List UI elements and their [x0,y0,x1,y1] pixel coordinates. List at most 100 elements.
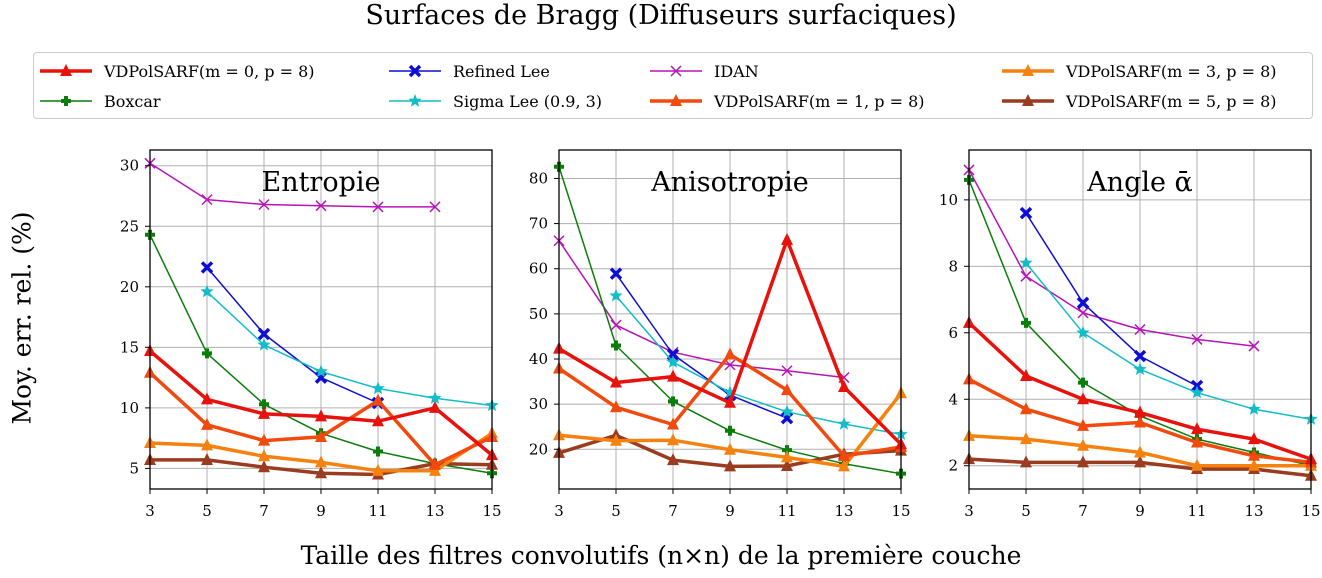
data-point [200,261,214,274]
y-tick-label: 60 [529,260,548,278]
series [553,235,850,384]
data-point [200,284,214,298]
data-point [838,449,850,462]
series [553,232,907,450]
data-point [429,400,441,413]
data-point [1077,392,1089,405]
y-tick-label: 30 [120,157,139,175]
data-point [837,417,851,430]
legend-swatch [1002,64,1054,76]
data-point [1077,438,1089,451]
data-point [1248,448,1260,461]
figure-title: Surfaces de Bragg (Diffuseurs surfacique… [365,0,957,31]
data-point [611,340,621,351]
legend-label: VDPolSARF(m = 3, p = 8) [1066,61,1277,81]
x-tick-label: 5 [202,502,212,520]
data-point [723,385,737,399]
y-tick-label: 20 [120,278,139,296]
series-line [968,169,1255,347]
data-point [429,463,441,476]
data-point [1020,402,1032,415]
x-tick-label: 15 [891,502,910,520]
legend-item: VDPolSARF(m = 5, p = 8) [1000,89,1277,113]
data-point [258,433,270,446]
data-point [666,355,680,368]
series [963,315,1317,465]
data-point [1133,349,1147,363]
data-point [667,417,679,430]
data-point [1019,256,1033,269]
data-point [201,417,213,430]
data-point [610,433,622,446]
data-point [724,442,736,455]
subplot: 3 5 7 9 11 13 15 5 10 15 20 25 30 Entropie [120,149,502,520]
data-point [1190,385,1204,399]
legend-marker [60,64,72,76]
x-tick-label: 15 [482,502,501,520]
legend-label: Sigma Lee (0.9, 3) [453,91,603,111]
data-point [1020,369,1032,381]
data-point [429,201,441,213]
data-point [372,463,384,476]
data-point [609,267,623,280]
data-point [1134,415,1146,428]
x-tick-label: 3 [554,502,564,520]
data-point [201,392,213,405]
data-point [838,379,850,392]
y-tick-label: 40 [529,350,548,368]
legend-item: Sigma Lee (0.9, 3) [387,89,602,113]
x-tick-label: 5 [611,502,621,520]
y-tick-label: 80 [529,169,548,187]
legend-marker [670,94,682,106]
x-tick-label: 13 [1244,502,1263,520]
legend-item: VDPolSARF(m = 1, p = 8) [648,89,925,113]
data-point [610,400,622,413]
legend-label: VDPolSARF(m = 5, p = 8) [1066,91,1277,111]
data-point [609,288,623,302]
y-tick-label: 5 [129,459,139,477]
series [963,428,1317,471]
y-tick-label: 2 [948,457,958,475]
x-tick-label: 5 [1021,502,1031,520]
x-tick-label: 15 [1301,502,1320,520]
legend-label: Refined Lee [453,61,550,81]
legend-label: VDPolSARF(m = 0, p = 8) [104,61,315,81]
data-point [1191,333,1203,345]
y-tick-label: 8 [948,257,958,275]
series-line [558,240,845,379]
legend-swatch [40,64,92,76]
x-tick-label: 7 [259,502,269,520]
legend-label: IDAN [714,61,759,81]
data-point [781,383,793,396]
data-point [1191,422,1203,435]
series [200,261,385,410]
data-point [315,409,327,422]
data-point [257,327,271,341]
x-tick-label: 13 [834,502,853,520]
x-tick-label: 13 [425,502,444,520]
legend-swatch [389,94,441,107]
subplot-title: Anisotropie [650,167,809,198]
y-tick-label: 25 [120,217,139,235]
data-point [1248,432,1260,445]
data-point [1020,432,1032,445]
subplot-title: Angle ᾱ [1086,167,1193,198]
data-point [1076,296,1090,310]
legend-item: Refined Lee [387,59,550,83]
subplot-title: Entropie [261,167,380,198]
series [200,284,499,412]
y-tick-label: 15 [120,338,139,356]
data-point [1020,455,1032,468]
y-tick-label: 50 [529,305,548,323]
series-line [206,266,379,404]
legend-swatch [389,64,441,78]
data-point [724,359,736,371]
legend-swatch [40,96,92,106]
data-point [1077,455,1089,468]
data-point [258,406,270,419]
series-line [615,273,788,419]
data-point [201,438,213,451]
series-line [1025,212,1198,387]
data-point [1134,323,1146,336]
